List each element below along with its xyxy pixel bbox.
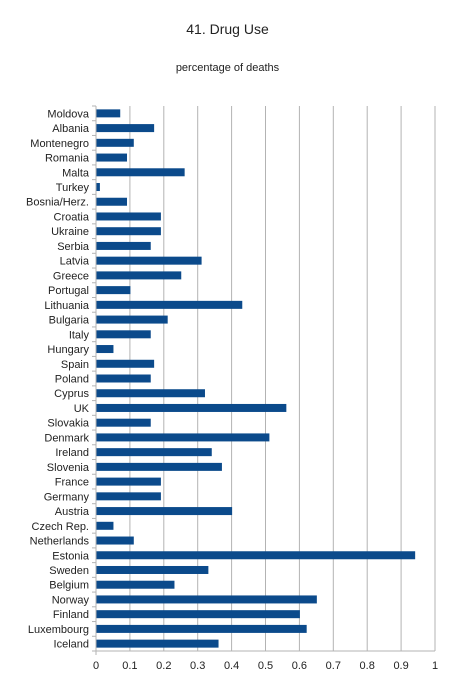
- category-label: Luxembourg: [28, 624, 89, 636]
- bar-serbia: [96, 241, 151, 250]
- category-label: Spain: [61, 359, 89, 371]
- category-label: Bosnia/Herz.: [26, 197, 89, 209]
- category-label: Croatia: [54, 211, 90, 223]
- bar-croatia: [96, 212, 161, 221]
- grid-lines: [129, 106, 436, 651]
- axes: [92, 105, 435, 655]
- x-tick-label: 0.9: [393, 660, 408, 672]
- category-label: Ireland: [55, 447, 89, 459]
- bar-spain: [96, 359, 155, 368]
- category-label: Germany: [44, 491, 90, 503]
- bar-germany: [96, 492, 161, 501]
- category-label: Belgium: [49, 580, 89, 592]
- chart-subtitle: percentage of deaths: [175, 62, 280, 74]
- bar-finland: [96, 610, 300, 619]
- category-label: Portugal: [48, 285, 89, 297]
- category-label: Greece: [53, 270, 89, 282]
- bar-czech-rep: [96, 521, 114, 530]
- category-label: Italy: [69, 329, 90, 341]
- x-tick-label: 0.3: [190, 660, 205, 672]
- bar-uk: [96, 403, 287, 412]
- category-label: Austria: [55, 506, 90, 518]
- category-label: Poland: [55, 374, 89, 386]
- category-label: Denmark: [44, 432, 89, 444]
- x-tick-label: 0.7: [326, 660, 341, 672]
- x-tick-label: 0.8: [360, 660, 375, 672]
- bar-bulgaria: [96, 315, 168, 324]
- chart-title: 41. Drug Use: [186, 21, 269, 37]
- category-label: Hungary: [47, 344, 89, 356]
- bar-austria: [96, 507, 233, 516]
- x-tick-label: 0.6: [292, 660, 307, 672]
- bar-ireland: [96, 448, 212, 457]
- x-tick-label: 0: [93, 660, 99, 672]
- bar-latvia: [96, 256, 202, 265]
- bar-netherlands: [96, 536, 134, 545]
- category-label: Serbia: [57, 241, 90, 253]
- category-label: Malta: [62, 167, 90, 179]
- bar-moldova: [96, 109, 121, 118]
- x-tick-labels: 0 0.1 0.2 0.3 0.4 0.5 0.6 0.7 0.8 0.9 1: [93, 660, 438, 672]
- category-labels: Moldova Albania Montenegro Romania Malta Turk…: [26, 108, 90, 650]
- category-label: Slovenia: [47, 462, 90, 474]
- category-label: Norway: [52, 594, 90, 606]
- bar-italy: [96, 330, 151, 339]
- bars: [96, 109, 416, 648]
- bar-bosnia-herz: [96, 197, 128, 206]
- bar-cyprus: [96, 389, 205, 398]
- bar-france: [96, 477, 161, 486]
- bar-hungary: [96, 345, 114, 354]
- bar-montenegro: [96, 138, 134, 147]
- bar-luxembourg: [96, 624, 307, 633]
- category-label: Cyprus: [54, 388, 89, 400]
- category-label: Bulgaria: [49, 315, 90, 327]
- category-label: Turkey: [56, 182, 90, 194]
- category-label: Romania: [45, 153, 90, 165]
- bar-estonia: [96, 551, 416, 560]
- category-label: Ukraine: [51, 226, 89, 238]
- category-label: Montenegro: [30, 138, 89, 150]
- bar-slovenia: [96, 462, 222, 471]
- bar-portugal: [96, 286, 131, 295]
- category-label: Slovakia: [47, 418, 89, 430]
- bar-turkey: [96, 183, 100, 192]
- category-label: Moldova: [47, 108, 89, 120]
- bar-iceland: [96, 639, 219, 648]
- bar-belgium: [96, 580, 175, 589]
- bar-albania: [96, 124, 155, 133]
- category-label: Latvia: [60, 256, 90, 268]
- category-label: Netherlands: [30, 536, 90, 548]
- bar-denmark: [96, 433, 270, 442]
- bar-lithuania: [96, 300, 243, 309]
- category-label: Finland: [53, 609, 89, 621]
- x-tick-label: 0.4: [224, 660, 239, 672]
- bar-greece: [96, 271, 182, 280]
- category-label: France: [55, 477, 89, 489]
- x-tick-label: 1: [432, 660, 438, 672]
- bar-norway: [96, 595, 317, 604]
- bar-poland: [96, 374, 151, 383]
- category-label: Iceland: [54, 639, 89, 651]
- category-label: Sweden: [49, 565, 89, 577]
- bar-sweden: [96, 565, 209, 574]
- category-label: Estonia: [52, 550, 90, 562]
- category-label: Lithuania: [44, 300, 90, 312]
- x-tick-label: 0.5: [258, 660, 273, 672]
- category-label: Albania: [52, 123, 90, 135]
- category-label: Czech Rep.: [32, 521, 89, 533]
- bar-slovakia: [96, 418, 151, 427]
- x-tick-label: 0.1: [122, 660, 137, 672]
- bar-romania: [96, 153, 128, 162]
- x-tick-label: 0.2: [156, 660, 171, 672]
- bar-ukraine: [96, 227, 161, 236]
- category-label: UK: [74, 403, 90, 415]
- bar-malta: [96, 168, 185, 177]
